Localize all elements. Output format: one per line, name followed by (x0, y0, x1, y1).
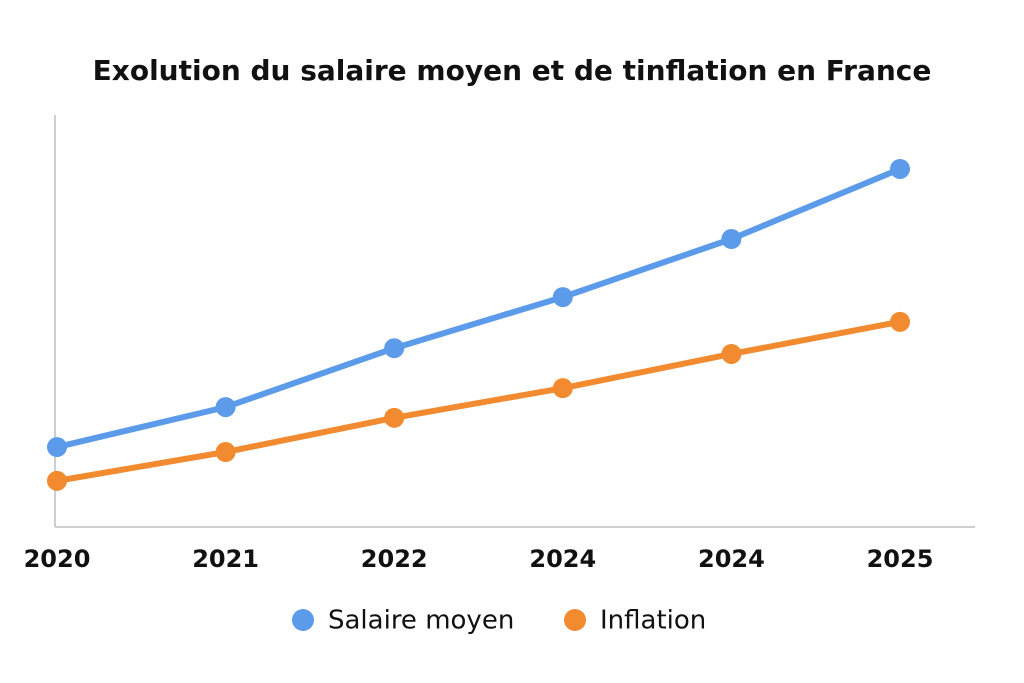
point-marker (384, 338, 405, 359)
x-tick-label: 2024 (698, 545, 765, 573)
series-line (56, 318, 901, 484)
point-marker (552, 378, 573, 399)
legend-label: Salaire moyen (328, 606, 514, 636)
x-tick-label: 2021 (192, 545, 259, 573)
legend-marker (292, 609, 314, 631)
legend-marker (564, 609, 586, 631)
point-marker (47, 437, 67, 458)
point-marker (384, 407, 405, 428)
point-marker (215, 442, 236, 463)
point-marker (215, 397, 236, 418)
point-marker (890, 311, 910, 332)
x-tick-label: 2020 (24, 545, 91, 573)
legend-label: Inflation (600, 606, 706, 636)
point-marker (890, 158, 910, 179)
x-tick-label: 2024 (529, 545, 596, 573)
point-marker (552, 287, 573, 308)
point-marker (721, 343, 742, 364)
x-tick-label: 2025 (867, 545, 934, 573)
series-line (56, 166, 902, 450)
point-marker (721, 229, 742, 250)
point-marker (47, 470, 67, 491)
x-tick-label: 2022 (361, 545, 428, 573)
chart-title: Exolution du salaire moyen et de tinflat… (93, 54, 932, 87)
